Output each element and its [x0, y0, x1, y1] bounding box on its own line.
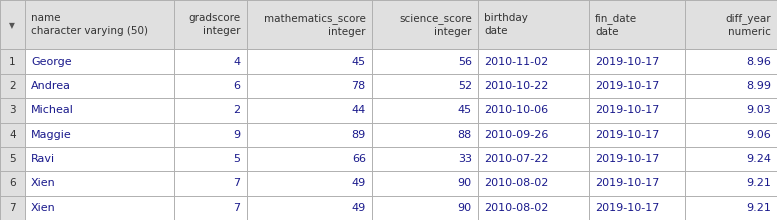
Text: 5: 5: [233, 154, 240, 164]
Text: ▼: ▼: [9, 21, 15, 30]
Text: 8.96: 8.96: [746, 57, 771, 67]
Text: 5: 5: [9, 154, 16, 164]
Bar: [0, 98, 25, 123]
Text: 56: 56: [458, 57, 472, 67]
Bar: [0, 196, 25, 220]
Text: Xien: Xien: [31, 203, 56, 213]
Text: mathematics_score
integer: mathematics_score integer: [264, 13, 366, 37]
Text: 2010-10-22: 2010-10-22: [484, 81, 549, 91]
Text: 2010-08-02: 2010-08-02: [484, 178, 549, 189]
Bar: [0, 123, 25, 147]
Text: 2019-10-17: 2019-10-17: [595, 57, 660, 67]
Text: 7: 7: [233, 203, 240, 213]
Text: 9.03: 9.03: [746, 105, 771, 116]
Text: 2: 2: [9, 81, 16, 91]
Bar: [0, 196, 777, 220]
Text: fin_date
date: fin_date date: [595, 13, 637, 37]
Bar: [0, 0, 777, 50]
Text: name
character varying (50): name character varying (50): [31, 13, 148, 36]
Text: 2: 2: [233, 105, 240, 116]
Text: 7: 7: [9, 203, 16, 213]
Text: 2010-07-22: 2010-07-22: [484, 154, 549, 164]
Bar: [0, 123, 777, 147]
Text: 90: 90: [458, 178, 472, 189]
Text: diff_year
numeric: diff_year numeric: [725, 13, 771, 37]
Text: Ravi: Ravi: [31, 154, 55, 164]
Bar: [0, 171, 25, 196]
Text: 8.99: 8.99: [746, 81, 771, 91]
Bar: [0, 50, 25, 74]
Text: 45: 45: [352, 57, 366, 67]
Text: 49: 49: [351, 203, 366, 213]
Text: 4: 4: [9, 130, 16, 140]
Text: 2019-10-17: 2019-10-17: [595, 105, 660, 116]
Text: 66: 66: [352, 154, 366, 164]
Text: Micheal: Micheal: [31, 105, 74, 116]
Text: 9: 9: [233, 130, 240, 140]
Bar: [0, 0, 25, 50]
Text: 4: 4: [233, 57, 240, 67]
Text: 49: 49: [351, 178, 366, 189]
Text: 2019-10-17: 2019-10-17: [595, 178, 660, 189]
Text: 2019-10-17: 2019-10-17: [595, 81, 660, 91]
Text: 88: 88: [458, 130, 472, 140]
Text: George: George: [31, 57, 71, 67]
Bar: [0, 147, 25, 171]
Text: 2019-10-17: 2019-10-17: [595, 130, 660, 140]
Text: 2010-10-06: 2010-10-06: [484, 105, 549, 116]
Text: Xien: Xien: [31, 178, 56, 189]
Text: 33: 33: [458, 154, 472, 164]
Text: 52: 52: [458, 81, 472, 91]
Text: 90: 90: [458, 203, 472, 213]
Text: 45: 45: [458, 105, 472, 116]
Text: 9.21: 9.21: [746, 203, 771, 213]
Text: 6: 6: [9, 178, 16, 189]
Text: 9.21: 9.21: [746, 178, 771, 189]
Text: gradscore
integer: gradscore integer: [188, 13, 240, 36]
Text: science_score
integer: science_score integer: [399, 13, 472, 37]
Text: 7: 7: [233, 178, 240, 189]
Text: 89: 89: [351, 130, 366, 140]
Text: 2010-11-02: 2010-11-02: [484, 57, 549, 67]
Bar: [0, 171, 777, 196]
Text: 2019-10-17: 2019-10-17: [595, 203, 660, 213]
Bar: [0, 74, 777, 98]
Text: Andrea: Andrea: [31, 81, 71, 91]
Text: 44: 44: [351, 105, 366, 116]
Text: 2010-08-02: 2010-08-02: [484, 203, 549, 213]
Text: 9.06: 9.06: [746, 130, 771, 140]
Text: 78: 78: [351, 81, 366, 91]
Bar: [0, 74, 25, 98]
Bar: [0, 147, 777, 171]
Text: 2019-10-17: 2019-10-17: [595, 154, 660, 164]
Text: Maggie: Maggie: [31, 130, 71, 140]
Text: 3: 3: [9, 105, 16, 116]
Text: 9.24: 9.24: [746, 154, 771, 164]
Text: birthday
date: birthday date: [484, 13, 528, 36]
Text: 1: 1: [9, 57, 16, 67]
Bar: [0, 50, 777, 74]
Text: 6: 6: [233, 81, 240, 91]
Bar: [0, 98, 777, 123]
Text: 2010-09-26: 2010-09-26: [484, 130, 549, 140]
